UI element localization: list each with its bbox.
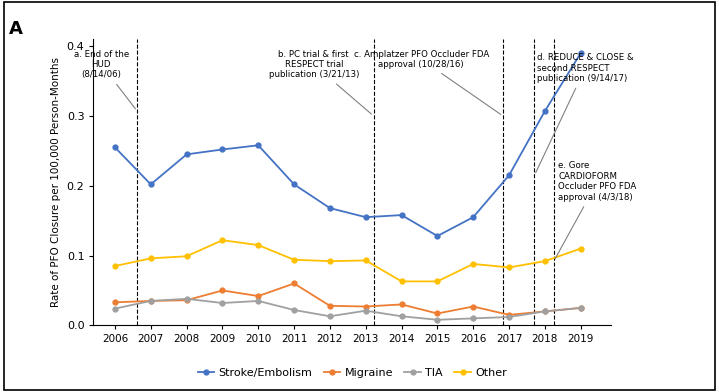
Migraine <box>326 303 334 308</box>
Stroke/Embolism <box>505 173 513 178</box>
Migraine <box>254 294 262 298</box>
Line: Migraine: Migraine <box>113 281 583 317</box>
Other <box>469 261 477 266</box>
Other <box>183 254 191 259</box>
Text: d. REDUCE & CLOSE &
second RESPECT
publication (9/14/17): d. REDUCE & CLOSE & second RESPECT publi… <box>536 53 633 173</box>
TIA <box>541 309 549 314</box>
Other <box>577 246 585 251</box>
Stroke/Embolism <box>362 215 370 220</box>
TIA <box>469 316 477 321</box>
TIA <box>218 301 226 305</box>
Stroke/Embolism <box>398 213 406 218</box>
TIA <box>577 305 585 310</box>
Text: c. Amplatzer PFO Occluder FDA
approval (10/28/16): c. Amplatzer PFO Occluder FDA approval (… <box>354 50 500 114</box>
Text: A: A <box>9 20 22 38</box>
Other <box>218 238 226 243</box>
Migraine <box>505 312 513 317</box>
Migraine <box>218 288 226 293</box>
Other <box>433 279 441 284</box>
TIA <box>362 309 370 313</box>
Stroke/Embolism <box>290 182 298 187</box>
TIA <box>290 308 298 312</box>
Other <box>326 259 334 263</box>
Migraine <box>362 304 370 309</box>
Other <box>111 264 119 269</box>
Stroke/Embolism <box>541 109 549 113</box>
Y-axis label: Rate of PFO Closure per 100,000 Person-Months: Rate of PFO Closure per 100,000 Person-M… <box>51 57 61 307</box>
Migraine <box>290 281 298 286</box>
Line: Other: Other <box>113 238 583 284</box>
Other <box>254 243 262 247</box>
Stroke/Embolism <box>469 215 477 220</box>
Migraine <box>183 298 191 303</box>
Migraine <box>433 311 441 316</box>
Text: b. PC trial & first
RESPECT trial
publication (3/21/13): b. PC trial & first RESPECT trial public… <box>269 50 372 114</box>
Other <box>290 258 298 262</box>
TIA <box>398 314 406 319</box>
Stroke/Embolism <box>183 152 191 157</box>
Legend: Stroke/Embolism, Migraine, TIA, Other: Stroke/Embolism, Migraine, TIA, Other <box>193 364 511 383</box>
TIA <box>326 314 334 319</box>
Other <box>362 258 370 263</box>
TIA <box>183 296 191 301</box>
TIA <box>505 315 513 319</box>
Stroke/Embolism <box>147 182 155 187</box>
Migraine <box>147 299 155 303</box>
Text: e. Gore
CARDIOFORM
Occluder PFO FDA
approval (4/3/18): e. Gore CARDIOFORM Occluder PFO FDA appr… <box>555 162 637 259</box>
Other <box>398 279 406 284</box>
Stroke/Embolism <box>326 206 334 211</box>
Stroke/Embolism <box>577 51 585 56</box>
Stroke/Embolism <box>218 147 226 152</box>
Line: Stroke/Embolism: Stroke/Embolism <box>113 51 583 238</box>
TIA <box>147 299 155 303</box>
Other <box>505 265 513 270</box>
TIA <box>433 318 441 322</box>
Migraine <box>111 300 119 305</box>
Line: TIA: TIA <box>113 296 583 322</box>
Other <box>147 256 155 261</box>
TIA <box>111 306 119 311</box>
Migraine <box>469 304 477 309</box>
Stroke/Embolism <box>433 234 441 238</box>
Stroke/Embolism <box>111 145 119 150</box>
Migraine <box>398 302 406 307</box>
Text: a. End of the
HUD
(8/14/06): a. End of the HUD (8/14/06) <box>74 50 135 109</box>
TIA <box>254 299 262 303</box>
Migraine <box>577 305 585 310</box>
Stroke/Embolism <box>254 143 262 148</box>
Migraine <box>541 309 549 314</box>
Other <box>541 259 549 263</box>
